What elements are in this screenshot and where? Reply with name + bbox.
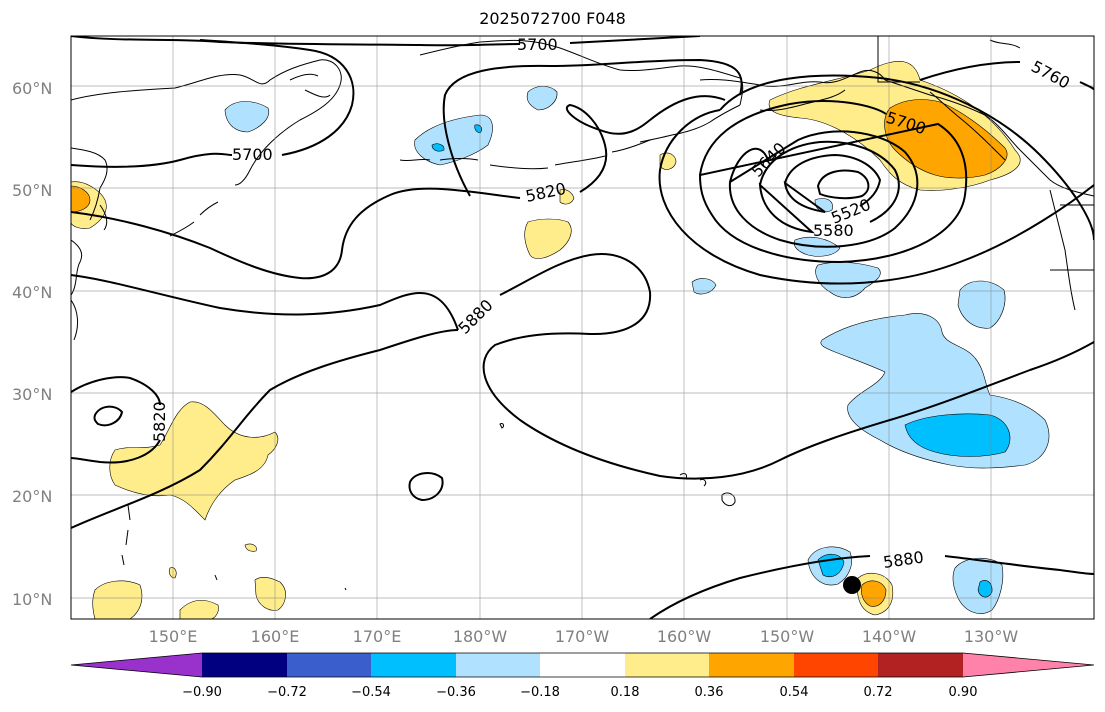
colorbar-segment [202,653,287,677]
colorbar-over [963,653,1094,677]
height-contours [71,36,1094,619]
cool-anomaly-east-pacific-north [957,280,1006,329]
warm-anomaly-central [524,218,572,259]
lat-label: 10°N [12,590,52,609]
lon-label: 150°E [149,627,198,646]
colorbar-segment [794,653,878,677]
contour-low-outer [658,74,1094,285]
longitude-labels: 150°E 160°E 170°E 180°W 170°W 160°W 150°… [149,627,1019,646]
contour-5820-west-loop [71,376,161,464]
contour-label: 5880 [454,296,496,338]
lat-label: 20°N [12,487,52,506]
colorbar-tick: −0.18 [520,685,560,700]
colorbar-segment [625,653,709,677]
colorbar-outline [70,652,1095,678]
lat-label: 30°N [12,385,52,404]
latitude-labels: 60°N 50°N 40°N 30°N 20°N 10°N [12,79,52,609]
contour-label: 5700 [232,145,273,164]
colorbar-segment [540,653,625,677]
lat-label: 40°N [12,283,52,302]
lat-label: 60°N [12,79,52,98]
map-frame [70,35,1095,620]
contour-west-small [93,405,124,427]
map-title: 2025072700 F048 [479,9,626,28]
contour-low-5580 [758,140,900,234]
lon-label: 170°E [353,627,402,646]
contour-5880-south [649,555,1094,619]
contour-5700-north [71,36,701,47]
lon-label: 150°W [760,627,815,646]
colorbar-tick: 0.90 [949,685,978,700]
lon-label: 160°E [251,627,300,646]
colorbar-ticks: −0.90 −0.72 −0.54 −0.36 −0.18 0.18 0.36 … [182,685,977,700]
colorbar-segment [456,653,540,677]
colorbar-tick: −0.90 [182,685,222,700]
contour-small-ring [408,472,444,502]
warm-anomaly-alaska-core [884,99,1008,179]
colorbar-under [71,653,202,677]
contour-5820-b [442,58,743,197]
contour-low-5640 [728,130,919,248]
lon-label: 140°W [862,627,917,646]
contour-5700-west [71,39,355,168]
cool-anomaly-bering-west [414,114,493,166]
contour-low-5700 [698,100,968,264]
colorbar-tick: −0.36 [436,685,476,700]
coastlines [71,36,1094,591]
graticule [71,36,1094,619]
contour-label: 5880 [882,547,925,571]
contour-label: 5760 [1028,57,1073,93]
location-marker [843,576,861,594]
colorbar-segment [371,653,456,677]
cool-anomaly-okhotsk [224,101,270,133]
contour-5880-sw [71,329,459,529]
colorbar-tick: 0.18 [611,685,640,700]
contour-label: 5700 [517,35,558,54]
lon-label: 160°W [657,627,712,646]
colorbar-tick: 0.36 [695,685,724,700]
colorbar-tick: −0.54 [351,685,391,700]
contour-low-inner [816,169,870,200]
contour-5880 [71,253,1094,480]
lon-label: 170°W [555,627,610,646]
contour-label: 5640 [747,139,789,181]
colorbar-tick: 0.72 [864,685,893,700]
colorbar-segment [878,653,963,677]
colorbar-segment [287,653,371,677]
colorbar-tick: 0.54 [780,685,809,700]
contour-label: 5820 [150,401,169,442]
colorbar-segment [709,653,794,677]
lat-label: 50°N [12,181,52,200]
colorbar [70,652,1095,678]
colorbar-tick: −0.72 [267,685,307,700]
cool-anomaly-core [904,413,1011,457]
lon-label: 180°W [453,627,508,646]
warm-anomaly-west-pacific [109,401,279,521]
cool-anomaly-bering [526,86,558,111]
contour-low-5520 [783,153,882,213]
contour-5820 [71,95,726,280]
contour-label: 5580 [813,221,854,240]
lon-label: 130°W [964,627,1019,646]
anomaly-shading [71,61,1050,619]
